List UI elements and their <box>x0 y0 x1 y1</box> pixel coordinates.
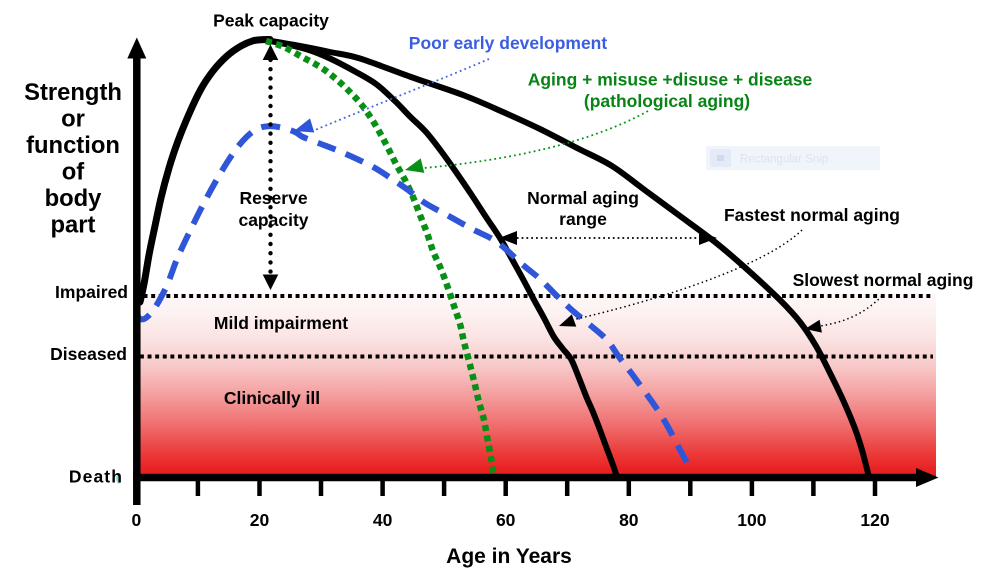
svg-text:Poor early development: Poor early development <box>409 33 608 53</box>
svg-text:80: 80 <box>619 510 639 530</box>
svg-text:Diseased: Diseased <box>50 344 127 364</box>
svg-text:Age in Years: Age in Years <box>446 545 572 568</box>
svg-text:range: range <box>559 209 607 229</box>
svg-text:or: or <box>61 106 85 133</box>
svg-text:Reserve: Reserve <box>239 188 307 208</box>
svg-text:Rectangular Snip: Rectangular Snip <box>740 154 828 166</box>
svg-text:0: 0 <box>132 510 142 530</box>
svg-text:part: part <box>51 212 96 239</box>
svg-text:20: 20 <box>250 510 270 530</box>
svg-text:of: of <box>62 159 85 186</box>
svg-text:(pathological aging): (pathological aging) <box>584 91 750 111</box>
svg-text:Death: Death <box>69 467 123 487</box>
svg-text:Normal aging: Normal aging <box>527 188 639 208</box>
svg-text:Aging + misuse +disuse + disea: Aging + misuse +disuse + disease <box>528 70 813 90</box>
svg-text:120: 120 <box>860 510 889 530</box>
svg-text:Clinically ill: Clinically ill <box>224 388 320 408</box>
svg-text:60: 60 <box>496 510 516 530</box>
svg-text:Slowest normal aging: Slowest normal aging <box>793 270 974 290</box>
svg-text:Mild impairment: Mild impairment <box>214 313 348 333</box>
svg-text:Peak capacity: Peak capacity <box>213 11 329 31</box>
svg-text:body: body <box>45 185 103 212</box>
svg-text:100: 100 <box>737 510 766 530</box>
svg-text:function: function <box>26 132 120 159</box>
svg-text:Impaired: Impaired <box>55 282 128 302</box>
svg-text:Fastest normal aging: Fastest normal aging <box>724 205 900 225</box>
svg-text:40: 40 <box>373 510 393 530</box>
svg-text:capacity: capacity <box>238 210 308 230</box>
svg-text:Strength: Strength <box>24 79 122 106</box>
